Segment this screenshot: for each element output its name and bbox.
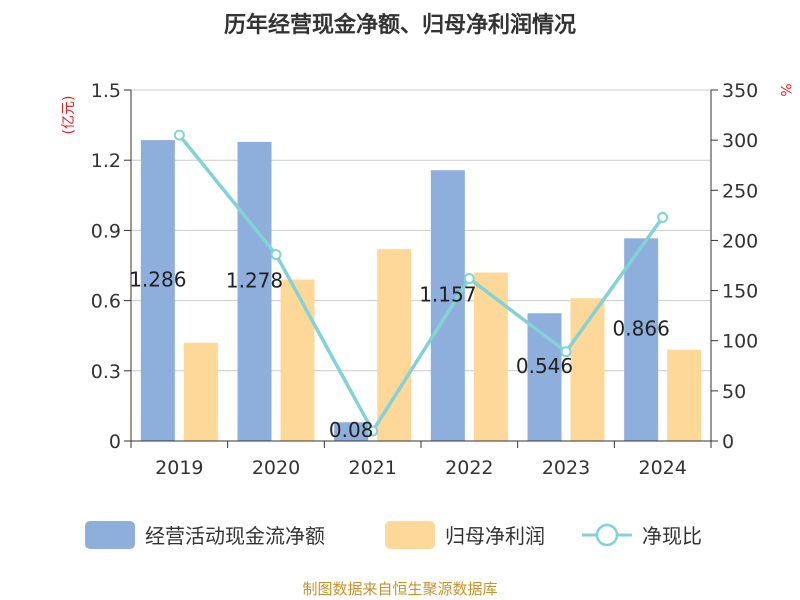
right-axis-tick-label: 300: [722, 130, 758, 152]
ratio-point: [463, 273, 475, 285]
x-axis-tick-label: 2020: [252, 457, 300, 479]
cashflow-data-label: 1.157: [419, 283, 476, 307]
axes: 0 0.3 0.6 0.9 1.2 1.5 0 50 100 150 200 250 300 350 201…: [91, 80, 758, 479]
right-axis-tick-label: 150: [722, 281, 758, 303]
profit-bar: [280, 279, 315, 441]
x-axis-tick-label: 2023: [542, 457, 590, 479]
x-axis-tick-label: 2024: [638, 457, 686, 479]
left-axis-tick-label: 0.9: [91, 220, 121, 242]
right-axis-tick-label: 350: [722, 80, 758, 102]
legend-label-profit: 归母净利润: [445, 524, 545, 548]
x-axis-tick-label: 2019: [155, 457, 203, 479]
cashflow-bar: [140, 140, 175, 442]
legend-swatch-cashflow: [85, 521, 135, 549]
right-axis-tick-label: 250: [722, 180, 758, 202]
right-axis-tick-label: 100: [722, 331, 758, 353]
profit-bar: [667, 349, 702, 441]
profit-bar: [377, 249, 412, 441]
cashflow-data-label: 1.286: [129, 268, 186, 292]
chart-title: 历年经营现金净额、归母净利润情况: [224, 12, 576, 38]
profit-bar: [183, 342, 218, 441]
cashflow-bar: [624, 238, 659, 441]
left-axis-tick-label: 1.2: [91, 150, 121, 172]
cashflow-bar: [430, 170, 465, 441]
left-axis-tick-label: 0: [109, 431, 121, 453]
ratio-line: [177, 134, 665, 433]
right-axis-unit: %: [777, 83, 793, 96]
legend-label-ratio: 净现比: [642, 524, 702, 548]
ratio-point: [270, 248, 282, 260]
left-axis-unit: (亿元): [61, 96, 77, 135]
legend-marker-ratio: [595, 523, 619, 547]
x-axis-tick-label: 2022: [445, 457, 493, 479]
gridlines: [131, 89, 711, 372]
profit-bar: [473, 272, 508, 441]
legend-label-cashflow: 经营活动现金流净额: [145, 524, 325, 548]
cashflow-data-label: 0.546: [516, 354, 573, 378]
data-labels: 1.286 1.278 0.08 1.157 0.546 0.866: [129, 268, 670, 442]
bars-group: [140, 140, 702, 442]
right-axis-tick-label: 0: [722, 431, 734, 453]
ratio-point: [657, 211, 669, 223]
cashflow-data-label: 1.278: [226, 268, 283, 292]
cashflow-bar: [237, 141, 272, 441]
left-axis-tick-label: 0.3: [91, 361, 121, 383]
ratio-point: [560, 346, 572, 358]
cashflow-data-label: 0.866: [613, 317, 670, 341]
right-axis-tick-label: 50: [722, 381, 746, 403]
left-axis-tick-label: 1.5: [91, 80, 121, 102]
x-axis-tick-label: 2021: [348, 457, 396, 479]
legend: 经营活动现金流净额 归母净利润 净现比: [85, 521, 702, 549]
legend-swatch-profit: [385, 521, 435, 549]
right-axis-tick-label: 200: [722, 230, 758, 252]
ratio-point: [367, 425, 379, 437]
line-series: [173, 129, 669, 437]
left-axis-tick-label: 0.6: [91, 291, 121, 313]
cashflow-data-label: 0.08: [329, 418, 374, 442]
ratio-point: [173, 129, 185, 141]
source-note: 制图数据来自恒生聚源数据库: [302, 580, 497, 598]
cashflow-bar: [334, 422, 369, 441]
